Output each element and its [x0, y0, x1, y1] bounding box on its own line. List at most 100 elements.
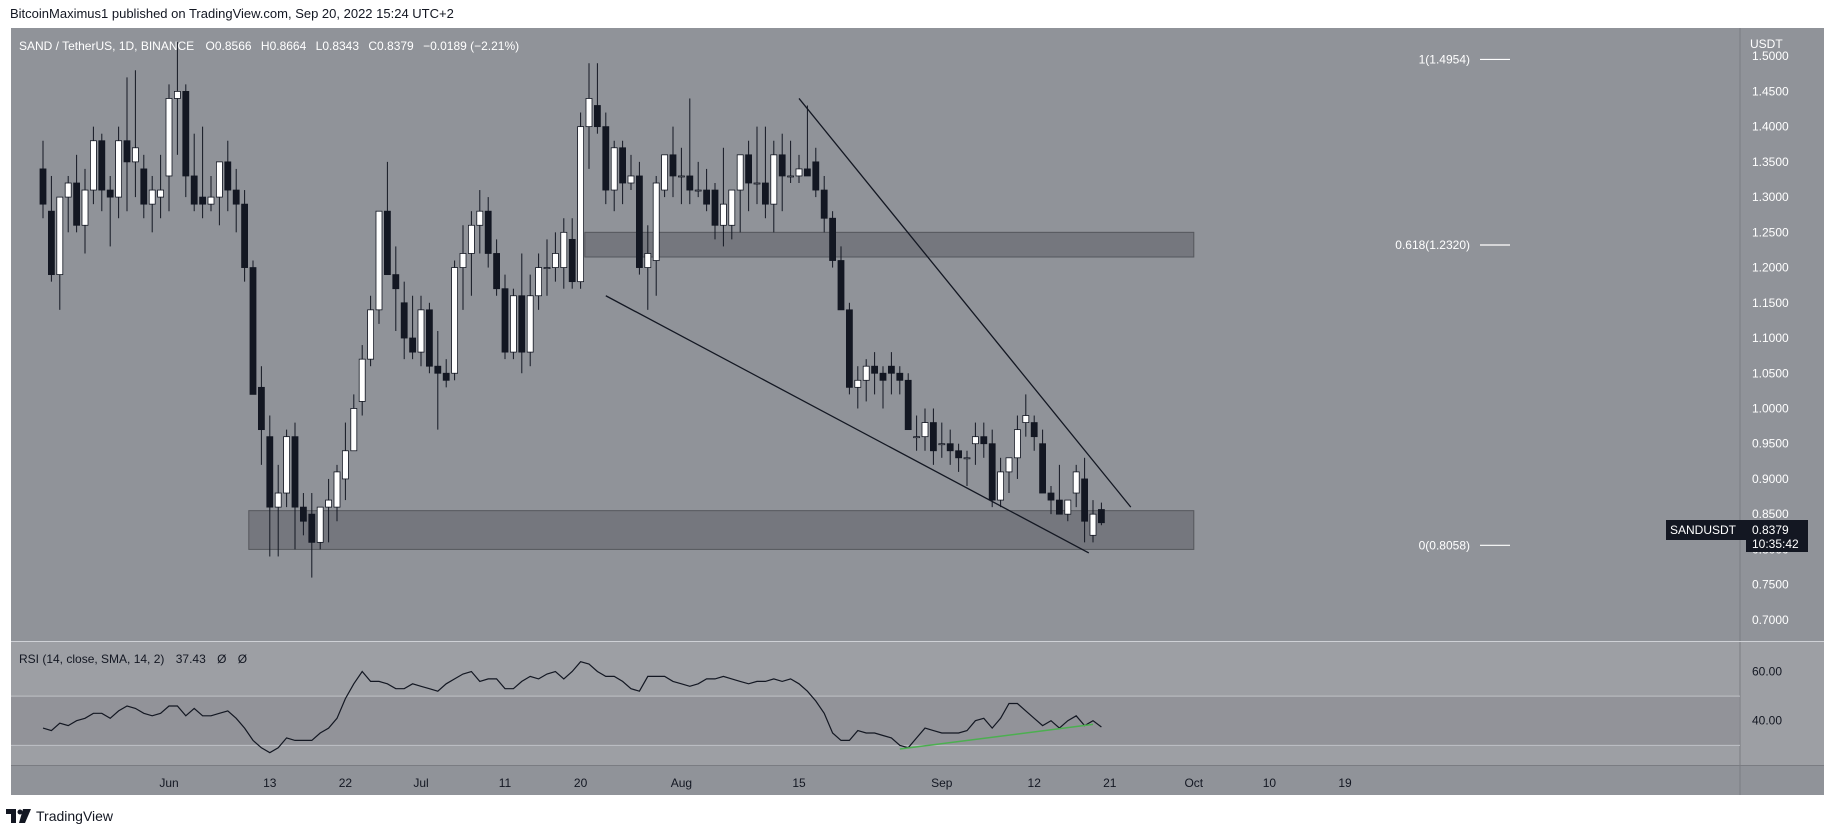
- tradingview-footer[interactable]: TradingView: [6, 808, 113, 824]
- candle-body: [1047, 492, 1055, 501]
- price-tick-label: 0.9000: [1752, 472, 1789, 486]
- legend-low-label: L: [316, 39, 323, 53]
- candle-body: [434, 365, 442, 374]
- candle-body: [552, 253, 559, 268]
- candle-body: [837, 260, 845, 311]
- candle-body: [308, 513, 316, 543]
- candle-body: [165, 98, 173, 177]
- candle-body: [409, 337, 417, 353]
- price-tick-label: 1.0500: [1752, 366, 1789, 380]
- candle-body: [930, 422, 937, 452]
- candle-body: [795, 168, 803, 177]
- rsi-axis[interactable]: [1740, 642, 1824, 765]
- legend-open-label: O: [206, 39, 215, 53]
- candle-body: [896, 372, 904, 381]
- candle-body: [678, 175, 685, 178]
- price-tick-label: 1.1500: [1752, 296, 1789, 310]
- legend-high-label: H: [261, 39, 270, 53]
- time-tick-label: Oct: [1184, 776, 1203, 790]
- price-tick-label: 0.7000: [1752, 613, 1789, 627]
- candle-body: [526, 295, 534, 353]
- time-tick-label: Jun: [159, 776, 178, 790]
- price-tick-label: 1.1000: [1752, 331, 1789, 345]
- candle-body: [73, 182, 80, 226]
- candle-body: [871, 365, 878, 374]
- legend-close-label: C: [368, 39, 377, 53]
- candle-body: [862, 365, 870, 381]
- candle-body: [39, 168, 47, 205]
- candle-body: [728, 189, 736, 226]
- candle-body: [560, 231, 568, 268]
- price-badge-symbol-bg: [1666, 520, 1746, 540]
- candle-body: [148, 189, 156, 205]
- candle-body: [98, 140, 106, 191]
- rsi-layer: 40.00 60.00: [11, 661, 1782, 754]
- time-tick-label: 12: [1028, 776, 1042, 790]
- candle-body: [879, 372, 887, 381]
- fib-label: 0(0.8058): [1419, 538, 1470, 552]
- candle-body: [341, 450, 349, 480]
- rsi-legend-extra1: Ø: [217, 652, 226, 666]
- candle-body: [215, 161, 223, 198]
- price-tick-label: 0.9500: [1752, 437, 1789, 451]
- rsi-band: [11, 696, 1740, 746]
- candle-body: [509, 295, 517, 353]
- candle-body: [955, 450, 962, 459]
- candle-body: [467, 224, 475, 254]
- rsi-tick-label: 60.00: [1752, 665, 1782, 679]
- candle-body: [64, 182, 72, 198]
- candle-body: [1081, 478, 1088, 522]
- candle-body: [451, 267, 459, 374]
- candle-body: [904, 379, 912, 431]
- legend-close-value: 0.8379: [377, 39, 414, 53]
- candle-body: [1022, 415, 1030, 423]
- candle-body: [972, 436, 979, 445]
- candle-body: [762, 182, 769, 205]
- trendlines-layer: [605, 98, 1132, 554]
- rsi-tick-label: 40.00: [1752, 714, 1782, 728]
- candle-body: [190, 175, 198, 205]
- price-badge-price: 0.8379: [1752, 523, 1789, 537]
- candle-body: [1098, 509, 1105, 524]
- candle-body: [333, 471, 341, 508]
- candles-layer: [39, 42, 1105, 578]
- rsi-support-line: [899, 723, 1094, 750]
- candle-body: [400, 302, 408, 339]
- time-axis[interactable]: [11, 765, 1824, 795]
- candle-body: [182, 91, 190, 177]
- zone-support: [248, 510, 1195, 550]
- candle-body: [224, 161, 232, 191]
- legend-open-value: 0.8566: [215, 39, 252, 53]
- time-tick-label: Aug: [671, 776, 692, 790]
- candle-body: [694, 189, 702, 192]
- candle-body: [232, 189, 240, 205]
- candle-body: [921, 422, 929, 438]
- candle-body: [501, 288, 509, 353]
- candle-body: [459, 253, 467, 268]
- fib-layer: 1(1.4954) 0.618(1.2320) 0(0.8058): [1395, 52, 1510, 552]
- candle-body: [266, 436, 274, 508]
- candle-body: [1089, 513, 1097, 536]
- price-tick-label: 1.5000: [1752, 49, 1789, 63]
- candle-body: [636, 175, 643, 268]
- price-tick-label: 1.3500: [1752, 155, 1789, 169]
- time-tick-label: 13: [263, 776, 277, 790]
- trendline-descending-resistance: [798, 98, 1132, 508]
- candle-body: [644, 253, 652, 268]
- candle-body: [913, 436, 920, 439]
- candle-body: [207, 196, 215, 205]
- time-tick-label: 22: [339, 776, 353, 790]
- candle-body: [594, 105, 601, 128]
- price-tick-label: 1.4500: [1752, 84, 1789, 98]
- candle-body: [316, 506, 324, 543]
- rsi-line: [42, 661, 1102, 754]
- candle-body: [812, 161, 820, 191]
- candle-body: [736, 154, 744, 191]
- price-badge[interactable]: SANDUSDT 0.8379 10:35:42: [1666, 520, 1808, 552]
- chart-area[interactable]: 1(1.4954) 0.618(1.2320) 0(0.8058) 0.7000 0.…: [0, 0, 1824, 806]
- footer-brand: TradingView: [36, 808, 114, 824]
- candle-body: [535, 267, 542, 297]
- candle-body: [804, 168, 811, 177]
- price-tick-label: 1.2000: [1752, 261, 1789, 275]
- candle-body: [140, 168, 148, 205]
